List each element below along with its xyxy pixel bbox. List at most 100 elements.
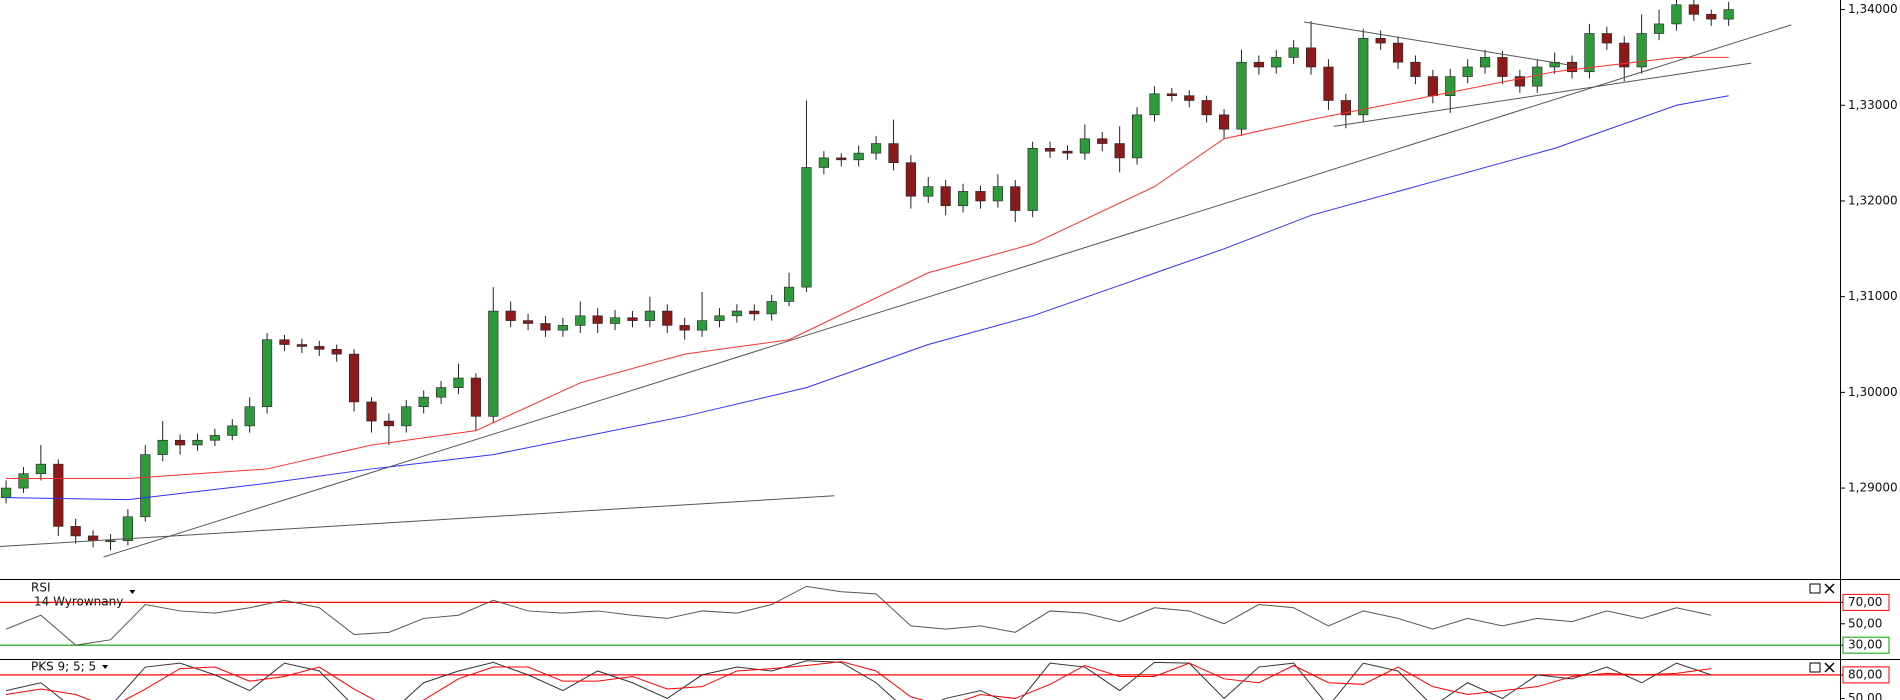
candle-body (522, 320, 534, 324)
candle-body (644, 310, 655, 321)
candle-body (1584, 33, 1595, 73)
candle-body (1305, 47, 1317, 68)
indicator-line (5, 585, 1712, 646)
candle-body (679, 325, 690, 331)
candle-body (314, 346, 325, 350)
candle-body (157, 439, 168, 455)
moving-average (6, 56, 1729, 480)
candle-body (1288, 47, 1299, 58)
candle-body (1044, 148, 1056, 152)
candle-body (888, 143, 899, 163)
candle-body (1149, 93, 1160, 116)
candle-body (331, 349, 342, 355)
candle-body (975, 191, 986, 202)
y-tick-label: 1,31000 (1848, 289, 1898, 303)
y-tick-label: 1,29000 (1848, 481, 1898, 495)
candle-body (714, 315, 725, 321)
candle-body (227, 425, 238, 436)
candle-body (1253, 61, 1264, 68)
candle-body (1010, 186, 1021, 211)
candle-body (1201, 100, 1212, 116)
candle-body (348, 353, 360, 403)
candle-body (209, 435, 220, 441)
dropdown-arrow (102, 665, 109, 669)
candle-body (192, 439, 203, 446)
indicator-subtitle: 14 Wyrownany (34, 595, 123, 609)
y-tick-label: 1,32000 (1848, 193, 1898, 207)
indicator-line (6, 661, 1712, 700)
candle-body (1184, 95, 1195, 101)
candle-body (1271, 57, 1282, 68)
candle-body (801, 167, 812, 288)
candle-body (1218, 114, 1230, 130)
candle-body (870, 143, 882, 154)
candle-body (1479, 57, 1491, 68)
panel-buttons (1809, 583, 1835, 673)
candle-body (557, 325, 568, 331)
candle-body (1079, 138, 1090, 154)
price-plot (0, 0, 1792, 558)
candle-body (244, 406, 255, 427)
candle-body (540, 323, 551, 331)
candle-body (1340, 100, 1351, 116)
candle-body (1097, 138, 1108, 144)
candle-body (1236, 61, 1247, 130)
candle-body (1532, 66, 1543, 87)
maximize-button[interactable] (1809, 662, 1821, 673)
candle-body (1392, 42, 1404, 63)
indicator-title: RSI (31, 581, 51, 595)
candle-body (366, 401, 377, 422)
indicator-title: PKS 9; 5; 5 (31, 660, 96, 674)
candle-body (418, 396, 429, 408)
candle-body (401, 406, 412, 427)
y-tick-label: 1,30000 (1848, 385, 1898, 399)
trendline (0, 495, 835, 547)
candle-body (1653, 23, 1665, 34)
dropdown-arrow (129, 590, 136, 594)
candle-body (1358, 37, 1369, 116)
candle-body (696, 320, 708, 331)
candle-body (1445, 76, 1456, 97)
y-tick-label: 50,00 (1848, 616, 1882, 630)
candle-body (1619, 42, 1630, 68)
candle-body (296, 344, 307, 347)
candle-body (1514, 76, 1525, 87)
level-label-box (1842, 593, 1890, 611)
candle-body (1027, 148, 1038, 211)
candle-body (609, 317, 621, 324)
candle-body (592, 315, 603, 324)
candle-body (383, 420, 394, 427)
indicator-plot (0, 660, 1840, 700)
candle-body (35, 463, 46, 475)
candle-body (1462, 66, 1473, 77)
candle-body (1166, 93, 1177, 97)
candle-body (470, 377, 481, 417)
candle-body (88, 535, 99, 542)
candle-body (70, 526, 81, 537)
y-tick-label: 1,33000 (1848, 98, 1898, 112)
candle-body (575, 315, 586, 326)
candle-body (749, 310, 760, 315)
candle-body (1497, 57, 1508, 77)
candle-body (488, 310, 499, 417)
candle-body (836, 157, 847, 161)
candle-body (1723, 9, 1734, 20)
close-button[interactable] (1824, 583, 1835, 594)
level-label-box (1842, 666, 1890, 684)
candle-body (992, 186, 1003, 202)
candle-body (279, 339, 290, 345)
trendline (1304, 21, 1576, 67)
candle-body (1131, 114, 1143, 159)
candle-body (1688, 4, 1699, 15)
candle-body (853, 152, 864, 161)
candle-body (261, 339, 273, 408)
candle-body (453, 377, 464, 388)
y-tick-label: 1,34000 (1848, 2, 1898, 16)
close-button[interactable] (1824, 662, 1835, 673)
candle-body (1323, 66, 1334, 101)
maximize-button[interactable] (1809, 583, 1821, 594)
candle-body (766, 301, 777, 315)
candle-body (1375, 37, 1386, 44)
candle-body (105, 540, 116, 543)
